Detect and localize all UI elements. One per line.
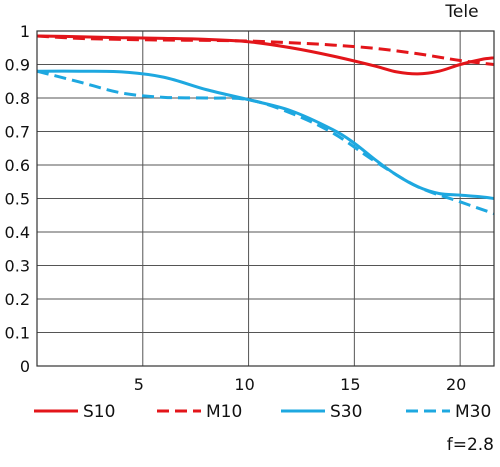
series-line-m10 <box>37 34 494 66</box>
legend-label-m30: M30 <box>455 402 491 422</box>
legend: S10 M10 S30 M30 <box>34 402 491 422</box>
x-tick-label: 10 <box>234 375 254 394</box>
legend-label-m10: M10 <box>206 402 242 422</box>
y-tick-label: 0.2 <box>5 290 30 309</box>
x-tick-label: 15 <box>340 375 360 394</box>
y-tick-label: 0 <box>20 357 30 376</box>
legend-label-s30: S30 <box>330 402 362 422</box>
grid-layer <box>37 30 494 367</box>
x-tick-label: 5 <box>134 375 144 394</box>
x-tick-label: 20 <box>446 375 466 394</box>
y-tick-label: 0.5 <box>5 190 30 209</box>
y-tick-label: 0.7 <box>5 123 30 142</box>
corner-label: Tele <box>444 2 478 22</box>
y-tick-label: 0.8 <box>5 89 30 108</box>
axis-layer: 00.10.20.30.40.50.60.70.80.915 10 15 20 <box>5 22 495 394</box>
y-tick-label: 1 <box>20 22 30 41</box>
aperture-footnote: f=2.8 <box>447 435 494 455</box>
y-tick-label: 0.4 <box>5 223 30 242</box>
y-tick-label: 0.6 <box>5 156 30 175</box>
series-line-s30 <box>37 69 494 200</box>
y-tick-label: 0.1 <box>5 324 30 343</box>
plot-frame <box>36 30 495 367</box>
y-tick-label: 0.3 <box>5 257 30 276</box>
series-layer <box>37 34 494 215</box>
series-line-m30 <box>37 69 494 215</box>
legend-label-s10: S10 <box>83 402 115 422</box>
series-line-s10 <box>37 34 494 76</box>
y-tick-label: 0.9 <box>5 56 30 75</box>
